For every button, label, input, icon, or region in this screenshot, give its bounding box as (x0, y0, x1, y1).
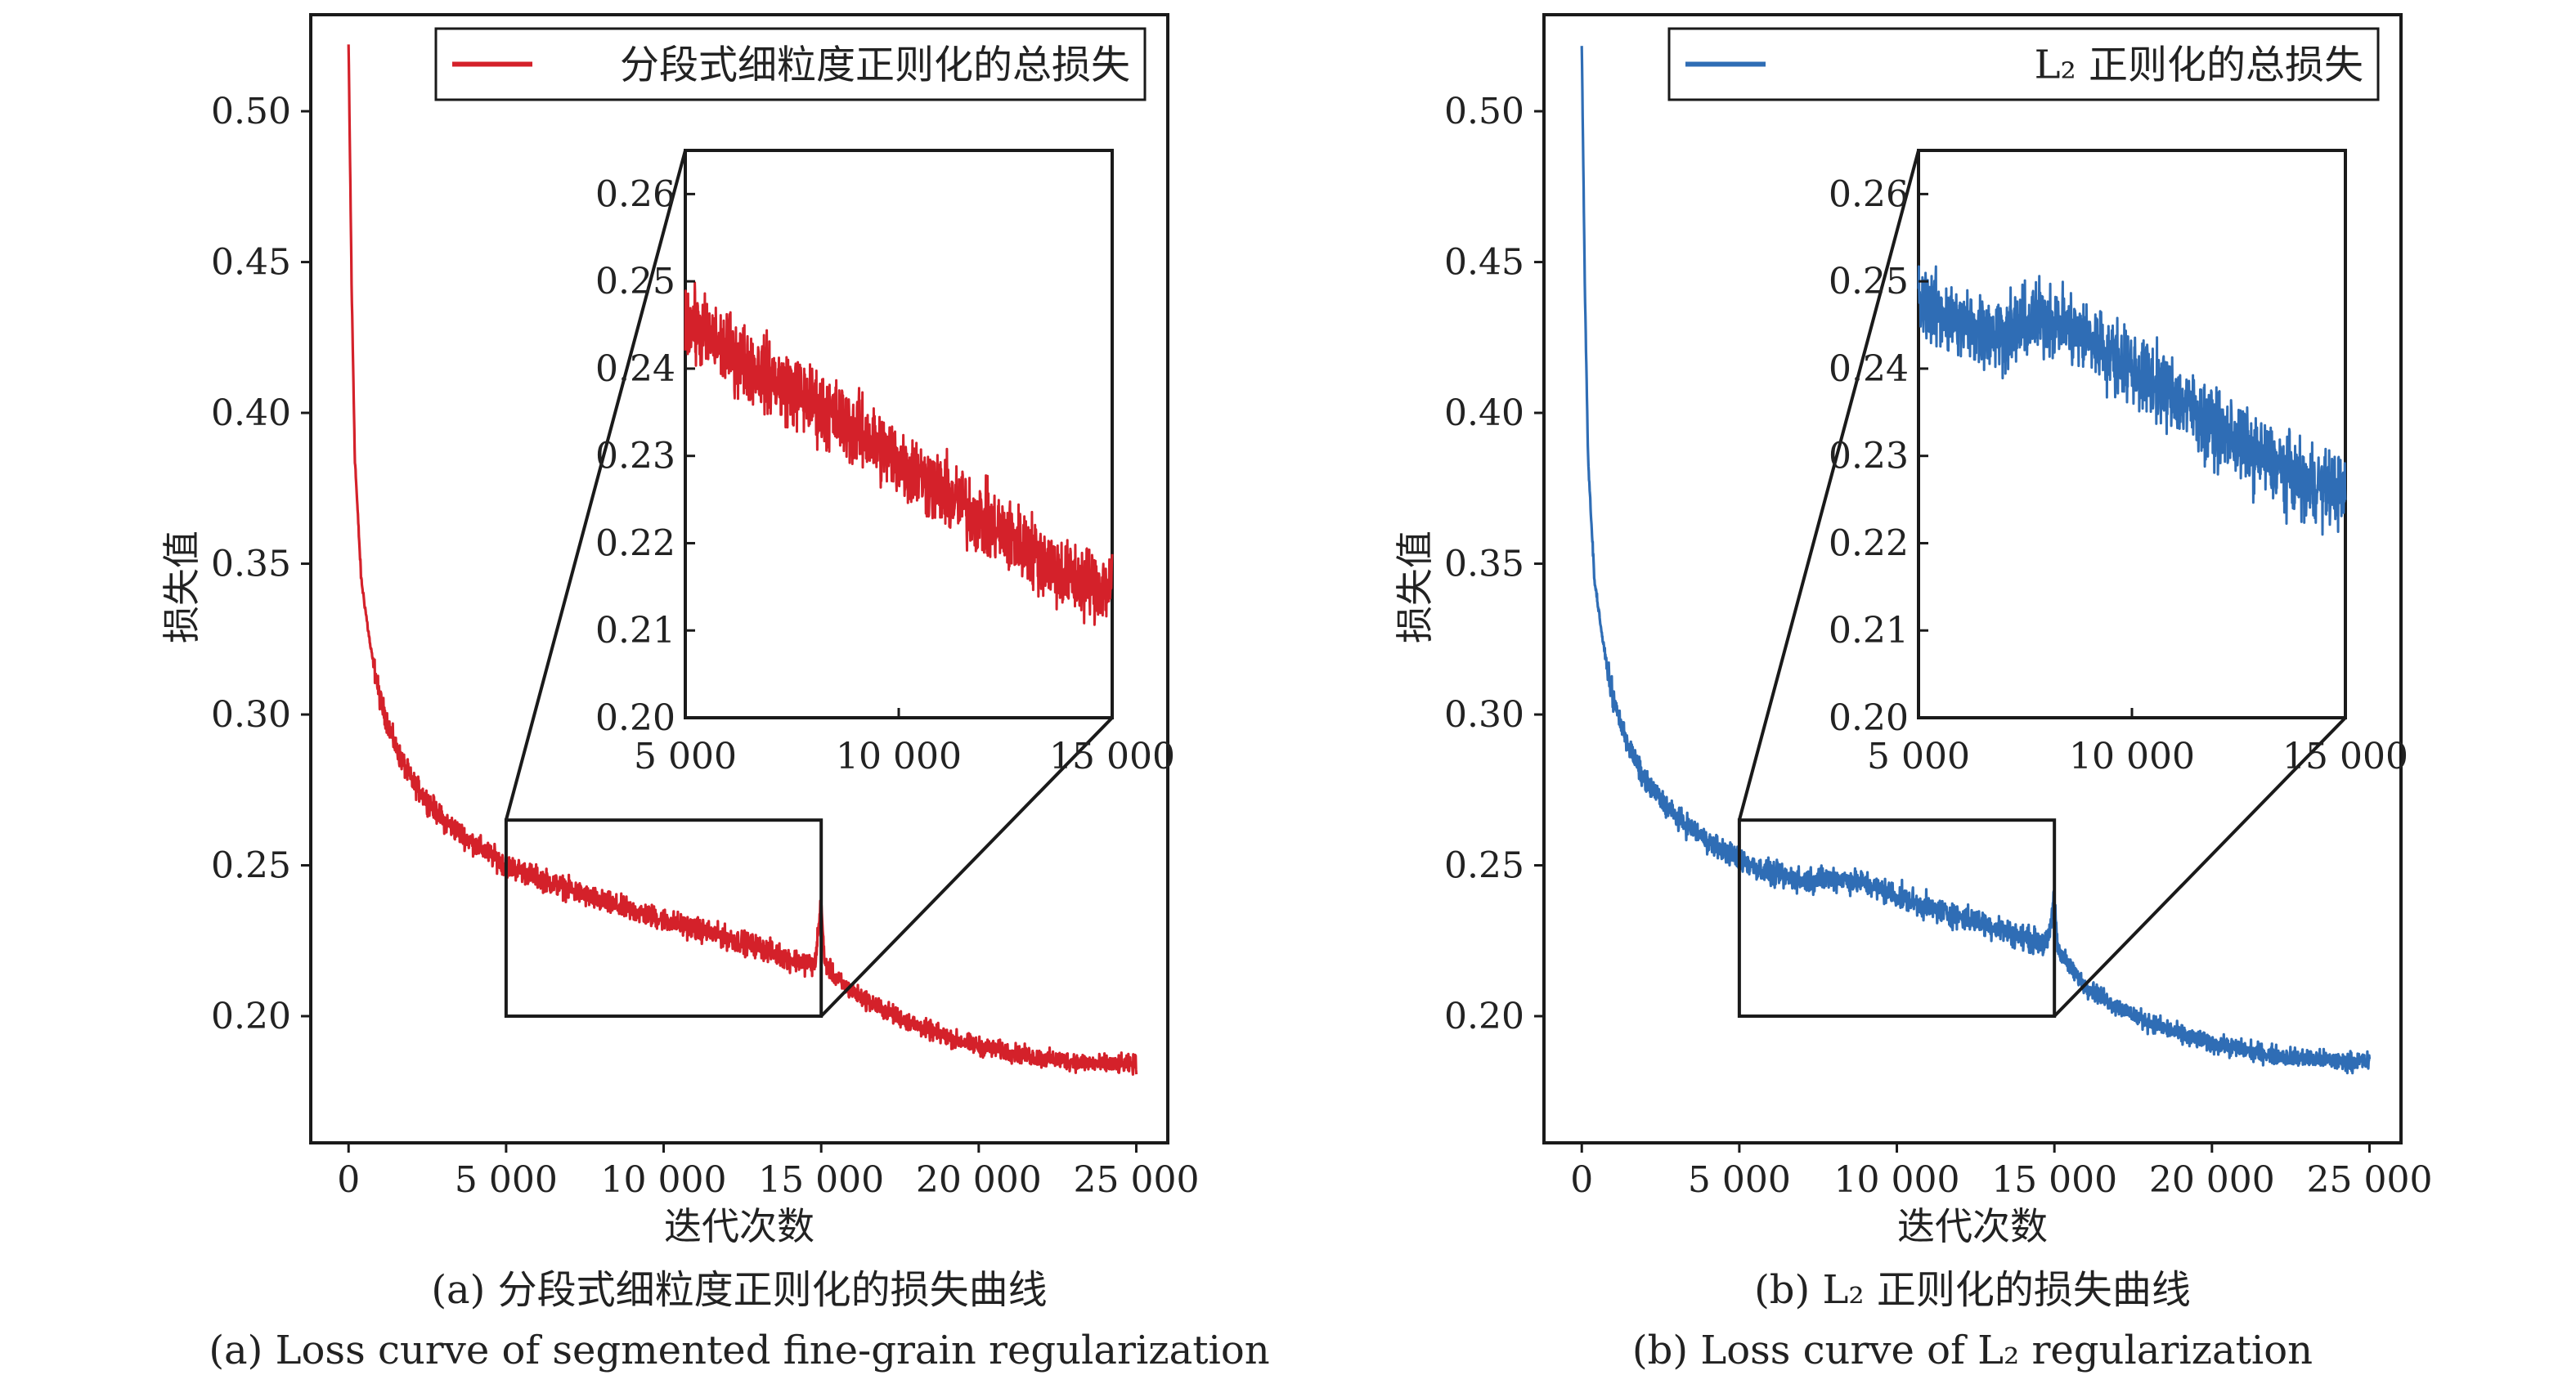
x-tick-label: 0 (337, 1159, 360, 1201)
y-tick-label: 0.25 (211, 845, 291, 887)
zoom-box (1737, 818, 2057, 1019)
caption-chinese: (b) L₂ 正则化的损失曲线 (1754, 1267, 2191, 1313)
x-tick-label: 15 000 (1991, 1159, 2117, 1201)
inset-y-tick-label: 0.24 (1829, 348, 1909, 390)
y-tick-label: 0.35 (1444, 544, 1524, 585)
y-tick-label: 0.45 (1444, 242, 1524, 284)
legend-box (434, 27, 1147, 101)
inset-frame (684, 149, 1114, 719)
y-axis-label: 损失值 (1393, 531, 1437, 643)
x-tick-label: 0 (1570, 1159, 1593, 1201)
inset-frame (1917, 149, 2347, 719)
x-tick-label: 20 000 (2149, 1159, 2275, 1201)
series-line-main (1580, 46, 2372, 1075)
zoom-connector-line (2053, 716, 2347, 1018)
inset-y-tick-label: 0.24 (595, 348, 675, 390)
inset-y-tick-label: 0.22 (595, 522, 675, 564)
inset-y-tick-label: 0.23 (595, 436, 675, 477)
inset-y-tick-label: 0.21 (595, 610, 675, 652)
inset-x-tick-label: 10 000 (836, 736, 962, 777)
zoom-connector-line (504, 150, 687, 821)
series-line-inset (684, 281, 1114, 626)
x-tick-label: 10 000 (1834, 1159, 1960, 1201)
caption-chinese: (a) 分段式细粒度正则化的损失曲线 (431, 1267, 1047, 1313)
x-tick-label: 5 000 (1688, 1159, 1791, 1201)
x-tick-label: 15 000 (758, 1159, 884, 1201)
inset-x-tick-label: 10 000 (2069, 736, 2195, 777)
plot-frame (309, 13, 1169, 1144)
zoom-connector-line (819, 716, 1114, 1018)
y-tick-label: 0.25 (1444, 845, 1524, 887)
x-tick-label: 25 000 (1073, 1159, 1199, 1201)
x-axis-label: 迭代次数 (1897, 1204, 2048, 1248)
inset-y-tick-label: 0.21 (1829, 610, 1909, 652)
y-tick-label: 0.20 (211, 996, 291, 1037)
y-tick-label: 0.30 (1444, 694, 1524, 736)
inset-y-tick-label: 0.26 (1829, 173, 1909, 215)
y-tick-label: 0.30 (211, 694, 291, 736)
caption-english: (b) Loss curve of L₂ regularization (1632, 1328, 2313, 1373)
zoom-connector-line (1737, 150, 1920, 821)
legend-box (1667, 27, 2380, 101)
plot-frame (1542, 13, 2403, 1144)
zoom-box (504, 818, 824, 1019)
y-tick-label: 0.40 (1444, 392, 1524, 434)
inset-y-tick-label: 0.22 (1829, 522, 1909, 564)
x-tick-label: 25 000 (2306, 1159, 2432, 1201)
chart-panel-a: 0 5 000 10 000 15 000 20 000 25 000 0.20 0.25 0.… (159, 13, 1270, 1373)
x-tick-label: 20 000 (916, 1159, 1042, 1201)
inset-x-tick-label: 5 000 (634, 736, 737, 777)
y-tick-label: 0.50 (1444, 91, 1524, 132)
inset-x-tick-label: 15 000 (1049, 736, 1175, 777)
legend-label: L₂ 正则化的总损失 (2035, 43, 2363, 88)
legend-label: 分段式细粒度正则化的总损失 (620, 43, 1130, 88)
inset-x-tick-label: 15 000 (2282, 736, 2408, 777)
series-line-main (347, 44, 1138, 1076)
caption-english: (a) Loss curve of segmented fine-grain r… (209, 1328, 1269, 1373)
chart-panel-b: 0 5 000 10 000 15 000 20 000 25 000 0.20 0.25 0.… (1393, 13, 2432, 1373)
inset-y-tick-label: 0.23 (1829, 436, 1909, 477)
y-axis-label: 损失值 (159, 531, 204, 643)
inset-y-tick-label: 0.20 (595, 697, 675, 739)
inset-y-tick-label: 0.25 (1829, 261, 1909, 302)
inset-x-tick-label: 5 000 (1867, 736, 1970, 777)
y-tick-label: 0.20 (1444, 996, 1524, 1037)
x-axis-label: 迭代次数 (664, 1204, 815, 1248)
inset-y-tick-label: 0.26 (595, 173, 675, 215)
y-tick-label: 0.35 (211, 544, 291, 585)
x-tick-label: 5 000 (455, 1159, 558, 1201)
x-tick-label: 10 000 (601, 1159, 727, 1201)
inset-y-tick-label: 0.25 (595, 261, 675, 302)
y-tick-label: 0.45 (211, 242, 291, 284)
y-tick-label: 0.40 (211, 392, 291, 434)
series-line-inset (1917, 265, 2347, 536)
y-tick-label: 0.50 (211, 91, 291, 132)
inset-y-tick-label: 0.20 (1829, 697, 1909, 739)
